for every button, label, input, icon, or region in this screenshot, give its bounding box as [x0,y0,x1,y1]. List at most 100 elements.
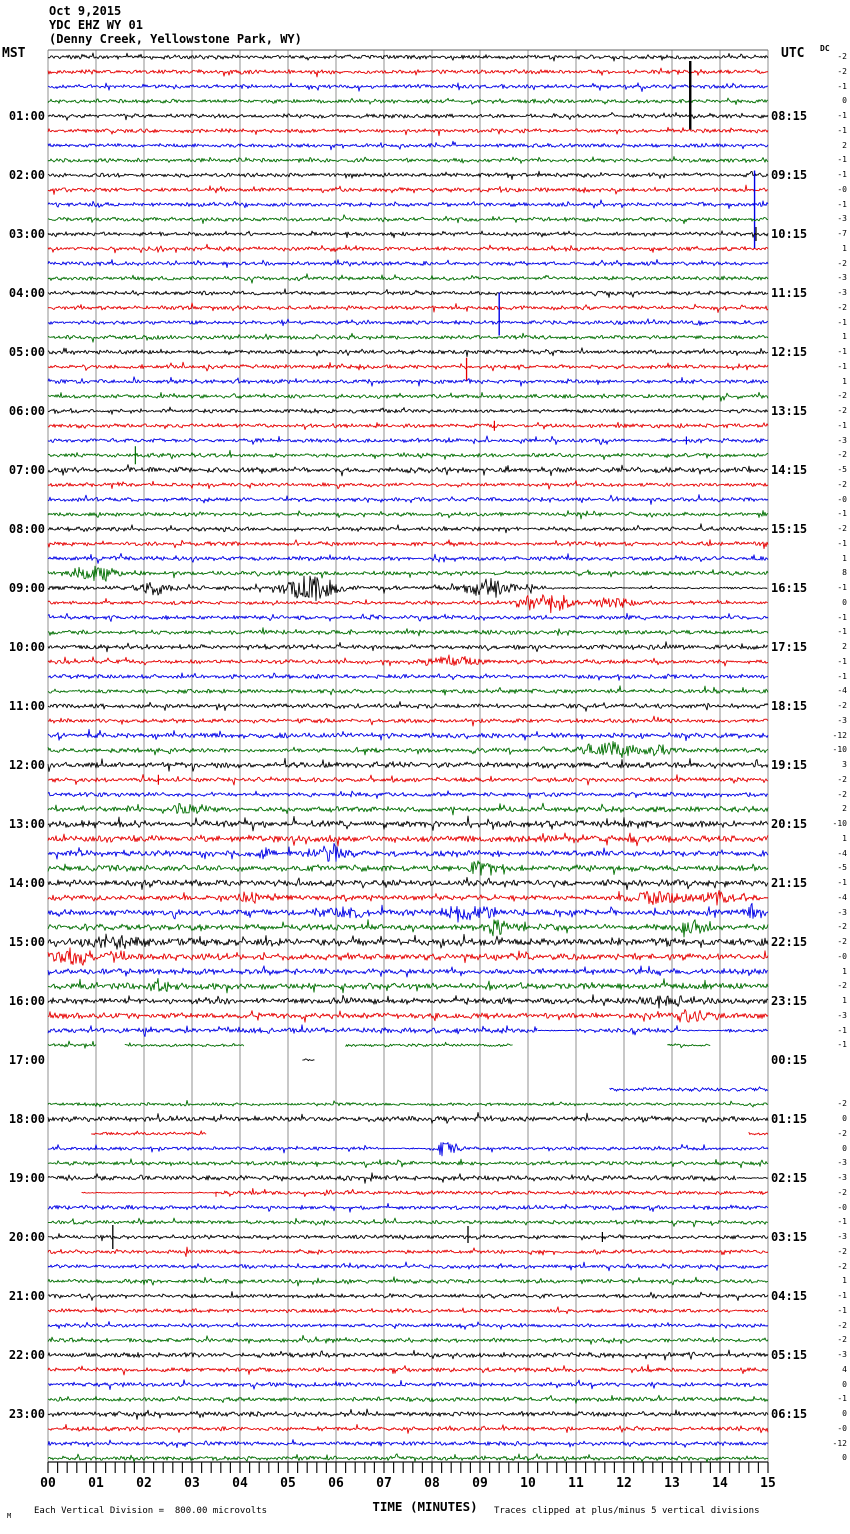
x-tick-label: 05 [280,1476,296,1491]
dc-offset-value: -3 [837,1158,847,1168]
mst-hour-label: 22:00 [8,1348,45,1362]
dc-offset-value: 0 [842,1409,847,1418]
utc-hour-label: 11:15 [771,286,808,300]
dc-offset-value: -3 [837,1173,847,1182]
dc-offset-value: -1 [837,509,847,519]
dc-offset-value: 1 [842,966,847,976]
dc-offset-value: -2 [837,1335,847,1345]
dc-offset-value: -2 [837,391,847,401]
utc-hour-label: 04:15 [771,1289,808,1303]
dc-offset-value: -1 [837,81,847,91]
utc-hour-label: 18:15 [771,699,808,713]
x-tick-label: 01 [88,1476,104,1491]
mst-hour-label: 01:00 [8,109,45,123]
dc-offset-value: -2 [837,1261,847,1271]
mst-hour-label: 11:00 [8,699,45,713]
dc-offset-value: -1 [837,1025,847,1035]
mst-hour-label: 10:00 [8,640,45,654]
x-tick-label: 09 [472,1476,488,1491]
dc-offset-value: -1 [837,361,847,371]
dc-offset-value: 0 [842,597,847,607]
dc-offset-value: -1 [837,627,847,637]
utc-hour-label: 17:15 [771,640,808,654]
dc-offset-value: 1 [842,332,847,342]
dc-offset-value: -1 [837,1040,847,1050]
mst-hour-label: 21:00 [8,1289,45,1303]
dc-offset-value: -0 [837,1423,847,1433]
dc-offset-value: -2 [837,1320,847,1330]
dc-offset-value: 2 [842,642,847,651]
x-tick-label: 10 [520,1476,536,1491]
dc-offset-value: 1 [842,996,847,1005]
dc-offset-value: -2 [837,1187,847,1197]
dc-offset-value: 1 [842,553,847,563]
utc-hour-label: 12:15 [771,345,808,359]
dc-offset-value: -1 [837,347,847,356]
utc-hour-label: 09:15 [771,168,808,182]
dc-offset-value: 1 [842,1276,847,1286]
dc-offset-value: -4 [837,686,847,696]
dc-offset-value: -2 [837,524,847,533]
dc-offset-value: -3 [837,214,847,224]
dc-offset-value: -1 [837,111,847,120]
utc-hour-label: 02:15 [771,1171,808,1185]
dc-offset-value: -2 [837,66,847,76]
utc-hour-label: 05:15 [771,1348,808,1362]
dc-offset-value: 1 [842,243,847,253]
clip-note: Traces clipped at plus/minus 5 vertical … [494,1506,760,1516]
dc-offset-value: -3 [837,1010,847,1020]
x-tick-label: 15 [760,1476,776,1491]
x-tick-label: 08 [424,1476,440,1491]
dc-offset-value: -0 [837,494,847,504]
dc-offset-value: -4 [837,848,847,858]
mst-hour-label: 20:00 [8,1230,45,1244]
mst-hour-label: 08:00 [8,522,45,536]
mst-hour-label: 15:00 [8,935,45,949]
dc-offset-value: -1 [837,656,847,666]
dc-offset-value: -2 [837,1246,847,1256]
utc-hour-label: 19:15 [771,758,808,772]
dc-offset-value: -1 [837,317,847,327]
mst-hour-label: 16:00 [8,994,45,1008]
x-tick-label: 03 [184,1476,200,1491]
dc-offset-value: -10 [832,819,847,828]
utc-hour-label: 15:15 [771,522,808,536]
mst-hour-label: 09:00 [8,581,45,595]
dc-offset-value: -1 [837,878,847,887]
x-tick-label: 07 [376,1476,392,1491]
dc-offset-value: -3 [837,907,847,917]
mst-hour-label: 07:00 [8,463,45,477]
dc-offset-value: -1 [837,155,847,165]
x-tick-label: 00 [40,1476,56,1491]
dc-offset-value: -3 [837,273,847,283]
scale-note: Each Vertical Division = 800.00 microvol… [34,1506,267,1516]
dc-offset-value: -2 [837,302,847,312]
dc-offset-value: -2 [837,922,847,932]
dc-offset-value: -2 [837,258,847,268]
dc-offset-value: -2 [837,450,847,460]
dc-offset-value: -2 [837,981,847,991]
utc-hour-label: 01:15 [771,1112,808,1126]
x-tick-label: 13 [664,1476,680,1491]
dc-offset-value: -5 [837,863,847,873]
x-tick-label: 11 [568,1476,584,1491]
dc-offset-value: 1 [842,833,847,843]
dc-offset-value: -10 [832,745,847,755]
dc-offset-value: -2 [837,406,847,415]
utc-hour-label: 06:15 [771,1407,808,1421]
mst-hour-label: 17:00 [8,1053,45,1067]
dc-offset-value: 2 [842,804,847,814]
utc-hour-label: 03:15 [771,1230,808,1244]
dc-offset-value: 0 [842,1114,847,1123]
x-tick-label: 02 [136,1476,152,1491]
dc-offset-value: -2 [837,774,847,784]
dc-offset-value: 0 [842,1143,847,1153]
dc-offset-value: 1 [842,376,847,386]
dc-offset-value: -1 [837,125,847,135]
dc-offset-value: -0 [837,1202,847,1212]
utc-hour-label: 13:15 [771,404,808,418]
utc-hour-label: 08:15 [771,109,808,123]
dc-offset-value: 8 [842,568,847,578]
